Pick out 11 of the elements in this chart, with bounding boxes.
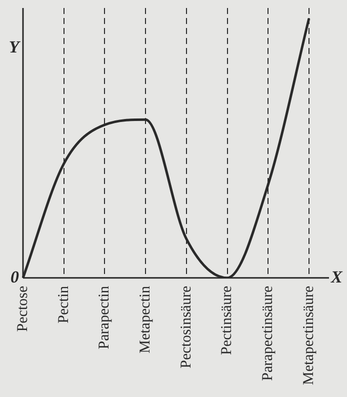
x-axis-title: X — [330, 267, 343, 286]
x-tick-label: Pectinsäure — [219, 286, 236, 356]
x-tick-label: Pectosinsäure — [178, 286, 194, 368]
x-tick-label: Pectin — [56, 285, 72, 324]
text: 0 — [10, 267, 20, 286]
x-tick-label: Parapectinsäure — [260, 286, 276, 381]
x-tick-label: Pectose — [14, 286, 31, 332]
x-tick-label: Metapectinsäure — [300, 286, 317, 386]
x-tick-label: Metapectin — [138, 285, 154, 354]
x-tick-label: Parapectin — [96, 285, 113, 350]
y-axis-title: Y — [8, 37, 21, 56]
